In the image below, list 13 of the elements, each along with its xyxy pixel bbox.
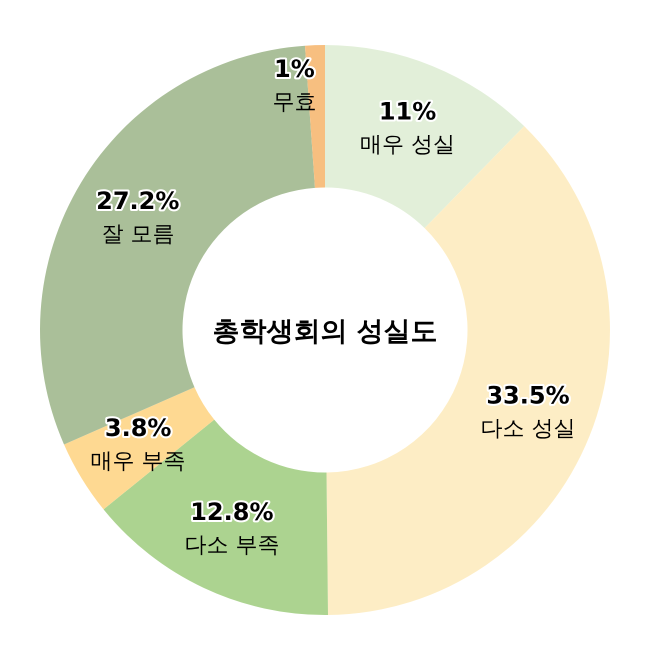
data-label: 3.8% — [104, 414, 172, 442]
data-label: 1% — [274, 55, 315, 84]
data-label: 12.8% — [190, 498, 274, 526]
slice-label: 매우 성실 — [360, 132, 456, 158]
slice-label: 매우 부족 — [90, 448, 186, 474]
data-label: 11% — [378, 97, 436, 126]
text: 총학생회의 성실도 — [212, 316, 438, 347]
slice-label: 다소 부족 — [184, 532, 280, 558]
slice-label: 잘 모름 — [101, 222, 174, 247]
slice-label: 무효 — [272, 90, 316, 116]
data-label: 33.5% — [486, 381, 570, 410]
slice-label: 다소 성실 — [480, 416, 576, 442]
data-label: 27.2% — [96, 186, 180, 215]
